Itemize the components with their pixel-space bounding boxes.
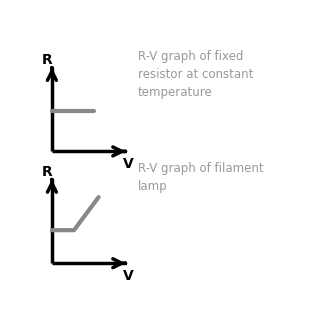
Text: V: V [123,269,133,283]
Text: V: V [123,157,133,171]
Text: R: R [42,53,52,67]
Text: R-V graph of fixed
resistor at constant
temperature: R-V graph of fixed resistor at constant … [138,50,253,99]
Text: R-V graph of filament
lamp: R-V graph of filament lamp [138,162,263,193]
Text: R: R [42,165,52,179]
